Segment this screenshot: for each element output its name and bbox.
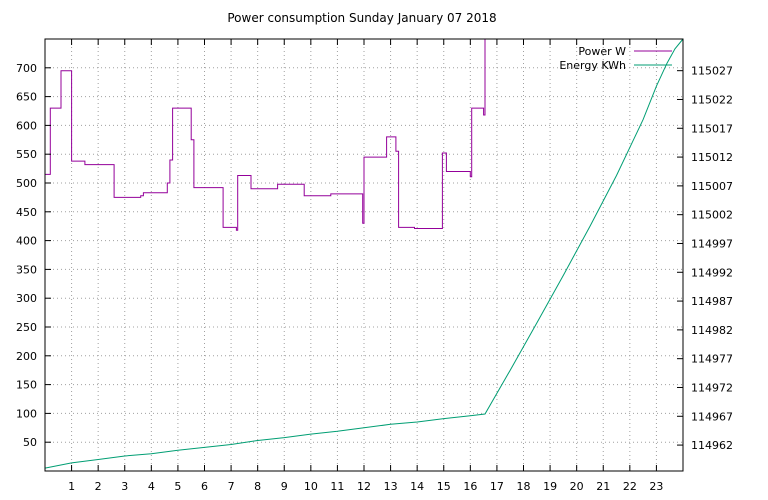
y-left-tick-label: 350 bbox=[16, 263, 37, 276]
y-right-tick-label: 114967 bbox=[691, 410, 733, 423]
y-right-tick-label: 114977 bbox=[691, 353, 733, 366]
x-tick-label: 3 bbox=[121, 480, 128, 493]
x-tick-label: 16 bbox=[463, 480, 477, 493]
y-left-tick-label: 150 bbox=[16, 379, 37, 392]
chart-legend: Power W Energy KWh bbox=[559, 45, 672, 72]
y-left-tick-label: 550 bbox=[16, 148, 37, 161]
y-left-tick-label: 500 bbox=[16, 177, 37, 190]
x-tick-label: 9 bbox=[281, 480, 288, 493]
series-layer bbox=[44, 38, 684, 469]
y-left-tick-label: 400 bbox=[16, 235, 37, 248]
x-tick-label: 10 bbox=[304, 480, 318, 493]
x-tick-label: 11 bbox=[330, 480, 344, 493]
x-tick-label: 22 bbox=[623, 480, 637, 493]
y-left-tick-label: 700 bbox=[16, 62, 37, 75]
axis-layer: 1 2 3 4 5 6 7 8 9 10 11 12 13 14 15 16 17 18 19 20 21 22 23501… bbox=[16, 39, 733, 493]
x-tick-label: 6 bbox=[201, 480, 208, 493]
y-left-tick-label: 250 bbox=[16, 321, 37, 334]
x-tick-label: 23 bbox=[649, 480, 663, 493]
y-right-tick-label: 115017 bbox=[691, 122, 733, 135]
x-tick-label: 17 bbox=[490, 480, 504, 493]
y-right-tick-label: 114972 bbox=[691, 381, 733, 394]
plot-frame bbox=[44, 38, 684, 472]
x-tick-label: 14 bbox=[410, 480, 424, 493]
x-tick-label: 2 bbox=[95, 480, 102, 493]
chart-title: Power consumption Sunday January 07 2018 bbox=[227, 11, 496, 25]
y-left-tick-label: 200 bbox=[16, 350, 37, 363]
y-right-tick-label: 115007 bbox=[691, 180, 733, 193]
y-right-tick-label: 114982 bbox=[691, 324, 733, 337]
legend-label-energy: Energy KWh bbox=[559, 59, 626, 72]
legend-label-power: Power W bbox=[578, 45, 626, 58]
y-right-tick-label: 114987 bbox=[691, 295, 733, 308]
x-tick-label: 7 bbox=[228, 480, 235, 493]
x-tick-label: 15 bbox=[437, 480, 451, 493]
y-left-tick-label: 600 bbox=[16, 119, 37, 132]
y-left-tick-label: 450 bbox=[16, 206, 37, 219]
y-right-tick-label: 115012 bbox=[691, 151, 733, 164]
x-tick-label: 8 bbox=[254, 480, 261, 493]
y-left-tick-label: 300 bbox=[16, 292, 37, 305]
x-tick-label: 20 bbox=[570, 480, 584, 493]
y-right-tick-label: 115022 bbox=[691, 93, 733, 106]
x-tick-label: 13 bbox=[384, 480, 398, 493]
y-right-tick-label: 114962 bbox=[691, 439, 733, 452]
y-left-tick-label: 100 bbox=[16, 407, 37, 420]
series-line-power bbox=[45, 39, 486, 231]
grid-layer bbox=[45, 39, 683, 471]
y-right-tick-label: 115027 bbox=[691, 65, 733, 78]
y-right-tick-label: 114992 bbox=[691, 266, 733, 279]
x-tick-label: 5 bbox=[174, 480, 181, 493]
x-tick-label: 4 bbox=[148, 480, 155, 493]
y-right-tick-label: 114997 bbox=[691, 237, 733, 250]
series-line-energy bbox=[44, 38, 684, 469]
x-tick-label: 1 bbox=[68, 480, 75, 493]
x-tick-label: 12 bbox=[357, 480, 371, 493]
x-tick-label: 18 bbox=[517, 480, 531, 493]
y-left-tick-label: 50 bbox=[23, 436, 37, 449]
y-left-tick-label: 650 bbox=[16, 91, 37, 104]
x-tick-label: 19 bbox=[543, 480, 557, 493]
x-tick-label: 21 bbox=[596, 480, 610, 493]
y-right-tick-label: 115002 bbox=[691, 209, 733, 222]
